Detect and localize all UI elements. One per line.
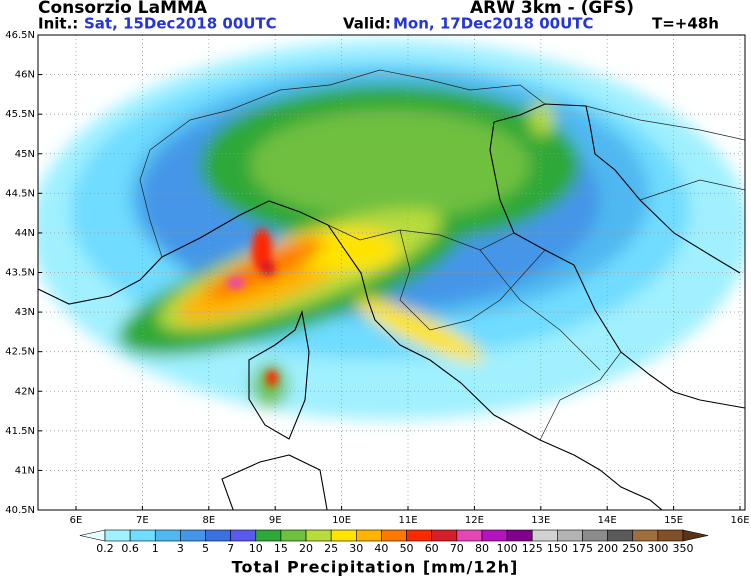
model: ARW 3km - (GFS) xyxy=(470,0,634,18)
lon-label: 7E xyxy=(136,515,149,526)
legend-label: 125 xyxy=(522,542,543,555)
legend-label: 100 xyxy=(497,542,518,555)
legend-swatch xyxy=(632,529,659,542)
init-time: Sat, 15Dec2018 00UTC xyxy=(84,15,277,33)
legend: 0.2 0.6 1 3 5 7 10 15 20 25 30 40 50 60 70 80 100 125 150 1… xyxy=(79,529,709,555)
title: Consorzio LaMMA xyxy=(38,0,208,18)
lon-label: 6E xyxy=(70,515,83,526)
legend-label: 50 xyxy=(400,542,414,555)
lat-label: 45N xyxy=(15,149,35,160)
map-field xyxy=(38,35,745,510)
valid-time: Mon, 17Dec2018 00UTC xyxy=(393,15,594,33)
legend-label: 25 xyxy=(324,542,338,555)
legend-swatch xyxy=(330,529,357,542)
legend-label: 80 xyxy=(475,542,489,555)
border xyxy=(585,105,745,201)
legend-label: 200 xyxy=(597,542,618,555)
legend-swatch xyxy=(154,529,181,542)
legend-swatch xyxy=(607,529,634,542)
ticks: 46.5N 46N 45.5N 45N 44.5N 44N 43.5N 43N 42.5N 42N… xyxy=(5,30,749,526)
legend-label: 20 xyxy=(299,542,313,555)
legend-swatch xyxy=(582,529,608,542)
legend-label: 300 xyxy=(647,542,668,555)
island xyxy=(221,454,328,510)
lon-label: 12E xyxy=(465,515,484,526)
legend-swatch xyxy=(381,529,407,542)
legend-swatch xyxy=(456,529,483,542)
legend-swatch xyxy=(305,529,332,542)
lat-label: 40.5N xyxy=(5,505,35,516)
legend-label: 15 xyxy=(274,542,288,555)
lat-label: 43N xyxy=(15,307,35,318)
lat-label: 42.5N xyxy=(5,347,35,358)
legend-swatch xyxy=(255,529,282,542)
legend-label: 40 xyxy=(374,542,388,555)
legend-label: 5 xyxy=(202,542,209,555)
lat-label: 44N xyxy=(15,228,35,239)
lat-label: 45.5N xyxy=(5,109,35,120)
lon-label: 15E xyxy=(664,515,683,526)
lat-label: 41N xyxy=(15,465,35,476)
legend-swatch xyxy=(506,529,533,542)
legend-swatch xyxy=(230,529,257,542)
legend-swatch xyxy=(104,529,131,542)
legend-swatch xyxy=(657,529,684,542)
lon-label: 13E xyxy=(531,515,550,526)
legend-label: 60 xyxy=(425,542,439,555)
legend-label: 3 xyxy=(177,542,184,555)
legend-label: 350 xyxy=(673,542,694,555)
legend-swatch xyxy=(531,529,558,542)
lon-label: 8E xyxy=(202,515,215,526)
lat-label: 46N xyxy=(15,70,35,81)
lon-label: 11E xyxy=(398,515,417,526)
init-label: Init.: xyxy=(38,15,78,33)
legend-title: Total Precipitation [mm/12h] xyxy=(232,558,519,577)
border xyxy=(139,69,546,258)
coastline xyxy=(38,200,663,510)
legend-label: 1 xyxy=(152,542,159,555)
legend-arrow xyxy=(682,529,709,542)
legend-label: 10 xyxy=(249,542,263,555)
valid-label: Valid: xyxy=(343,15,391,33)
border xyxy=(479,249,622,441)
legend-label: 7 xyxy=(227,542,234,555)
lat-label: 43.5N xyxy=(5,268,35,279)
coastline xyxy=(493,103,741,274)
legend-arrow xyxy=(79,529,106,542)
lat-label: 44.5N xyxy=(5,188,35,199)
island xyxy=(248,309,310,440)
legend-swatch xyxy=(205,529,231,542)
legend-swatch xyxy=(180,529,206,542)
legend-swatch xyxy=(280,529,307,542)
coastline xyxy=(489,121,745,409)
legend-swatch xyxy=(406,529,432,542)
lon-label: 9E xyxy=(269,515,282,526)
legend-swatch xyxy=(356,529,382,542)
border xyxy=(327,224,546,331)
lead-time: T=+48h xyxy=(652,15,719,33)
legend-swatch xyxy=(557,529,583,542)
legend-label: 0.2 xyxy=(96,542,114,555)
legend-label: 30 xyxy=(349,542,363,555)
lon-label: 16E xyxy=(730,515,749,526)
legend-swatch xyxy=(129,529,156,542)
legend-label: 70 xyxy=(450,542,464,555)
lat-label: 46.5N xyxy=(5,30,35,41)
lon-label: 14E xyxy=(598,515,617,526)
lat-label: 42N xyxy=(15,386,35,397)
lon-label: 10E xyxy=(332,515,351,526)
legend-label: 0.6 xyxy=(121,542,139,555)
legend-label: 150 xyxy=(547,542,568,555)
legend-swatch xyxy=(431,529,458,542)
legend-swatch xyxy=(481,529,508,542)
legend-label: 175 xyxy=(572,542,593,555)
legend-label: 250 xyxy=(622,542,643,555)
lat-label: 41.5N xyxy=(5,426,35,437)
